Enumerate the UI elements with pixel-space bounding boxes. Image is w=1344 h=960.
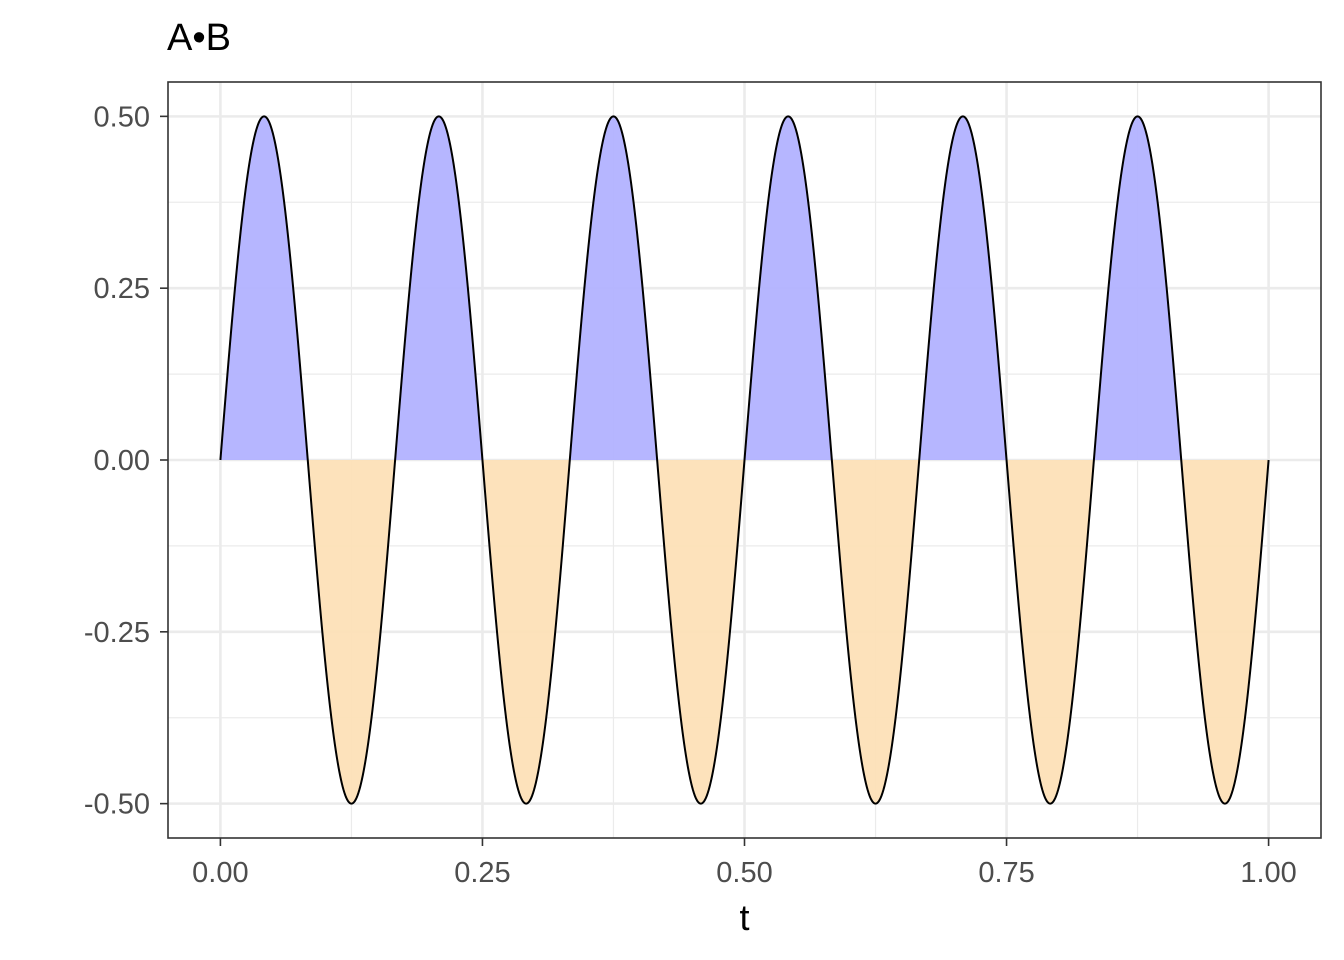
major-gridlines	[168, 82, 1321, 838]
x-tick-label: 0.50	[716, 857, 772, 889]
y-tick-label: 0.25	[94, 273, 150, 305]
positive-lobe-area	[744, 116, 832, 461]
x-tick-label: 1.00	[1240, 857, 1296, 889]
y-tick-label: 0.00	[94, 445, 150, 477]
positive-lobe-area	[919, 116, 1007, 461]
negative-lobe-area	[1181, 460, 1269, 804]
negative-lobe-area	[1006, 460, 1094, 804]
x-axis: 0.00 0.25 0.50 0.75 1.00	[192, 838, 1297, 889]
x-tick-label: 0.25	[454, 857, 510, 889]
y-tick-label: 0.50	[94, 101, 150, 133]
negative-lobe-area	[482, 460, 570, 804]
x-axis-title: t	[739, 897, 749, 938]
positive-lobe-area	[569, 116, 658, 461]
y-tick-label: -0.50	[84, 789, 150, 821]
y-axis: 0.50 0.25 0.00 -0.25 -0.50	[84, 101, 168, 821]
negative-lobe-area	[831, 460, 920, 804]
x-tick-label: 0.75	[978, 857, 1034, 889]
negative-lobe-area	[307, 460, 396, 804]
negative-lobe-area	[657, 460, 745, 804]
chart-title: A•B	[167, 17, 231, 59]
y-tick-label: -0.25	[84, 617, 150, 649]
positive-lobe-area	[395, 116, 483, 461]
positive-lobe-area	[220, 116, 308, 461]
positive-lobe-area	[1093, 116, 1182, 461]
series-line	[219, 115, 1270, 805]
x-tick-label: 0.00	[192, 857, 248, 889]
area-fills	[220, 116, 1269, 804]
